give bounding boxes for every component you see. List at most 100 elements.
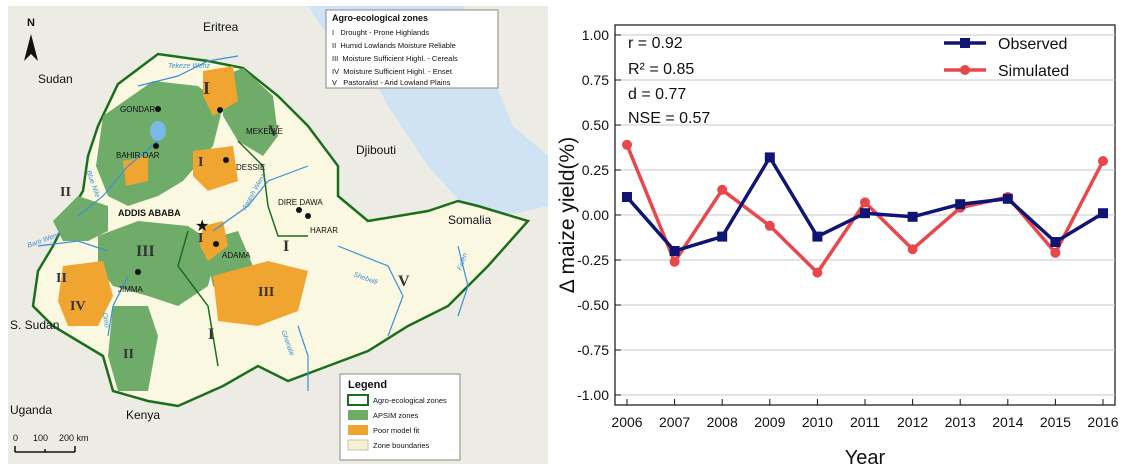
- y-tick-label: -0.50: [577, 297, 609, 313]
- data-point-simulated: [907, 244, 918, 255]
- country-label-djibouti: Djibouti: [356, 143, 396, 157]
- river-shebelli: [337, 245, 404, 337]
- data-point-simulated: [1098, 156, 1108, 166]
- y-tick-label: 0.00: [582, 207, 609, 223]
- zones-box-title: Agro-ecological zones: [332, 13, 428, 23]
- zone-numeral-i-dessie: I: [198, 155, 203, 170]
- zones-box: Agro-ecological zones I Drought - Prone …: [325, 9, 499, 89]
- north-label: N: [27, 17, 35, 29]
- poor-fit-southwest: [58, 261, 113, 326]
- x-tick-label: 2008: [707, 414, 738, 430]
- y-tick-label: -1.00: [577, 387, 609, 403]
- zone-numeral-ii-southwest: II: [56, 271, 67, 286]
- annotation-nse: NSE = 0.57: [628, 110, 710, 127]
- legend-label-poor-fit: Poor model fit: [373, 426, 420, 435]
- city-dot-harar: [305, 213, 311, 219]
- legend-swatch-zones: [347, 394, 369, 406]
- legend-label-boundaries: Zone boundaries: [373, 441, 430, 450]
- zones-box-item: III Moisture Sufficient Highl. - Cereals: [332, 54, 458, 63]
- annotation-r: r = 0.92: [628, 35, 683, 52]
- x-tick-label: 2012: [897, 414, 928, 430]
- apsim-zone-central-southwest: [98, 221, 218, 306]
- x-tick-label: 2016: [1087, 414, 1118, 430]
- x-tick-label: 2007: [659, 414, 690, 430]
- x-axis-ticks: 2006 2007 2008 2009 2010 2011 2012 2013 2014 2015…: [611, 399, 1119, 430]
- data-point-observed: [669, 246, 680, 256]
- data-point-observed: [1002, 193, 1013, 204]
- zone-numeral-i-north: I: [203, 78, 210, 98]
- poor-fit-southeast: [213, 261, 308, 326]
- zone-numeral-ii-west: II: [60, 185, 71, 200]
- series-layer: [622, 139, 1108, 278]
- zone-boundary-1: [237, 140, 308, 237]
- y-tick-label: 0.50: [582, 117, 609, 133]
- map-panel: Eritrea Sudan Djibouti Somalia S. Sudan …: [8, 6, 548, 464]
- data-point-observed: [1098, 208, 1108, 219]
- city-label-dessie: DESSIE: [236, 163, 265, 172]
- country-label-kenya: Kenya: [126, 408, 160, 422]
- chart-panel: 1.00 0.75 0.50 0.25 0.00 -0.25 -0.50 -0.75 -1.00…: [552, 0, 1127, 471]
- legend-label-apsim: APSIM zones: [373, 411, 419, 420]
- capital-star-icon: ★: [195, 218, 209, 235]
- zones-box-item: I Drought - Prone Highlands: [332, 28, 429, 37]
- city-label-mekelle: MEKELLE: [246, 127, 283, 136]
- lake-tana: [150, 121, 166, 141]
- river-omo: [107, 275, 129, 337]
- river-label-omo: Omo: [101, 312, 111, 328]
- river-label-tekeze: Tekeze Wenz: [168, 63, 211, 70]
- country-label-south-sudan: S. Sudan: [10, 318, 59, 332]
- legend-label-zones: Agro-ecological zones: [373, 396, 447, 405]
- x-tick-label: 2010: [802, 414, 833, 430]
- y-tick-label: -0.25: [577, 252, 609, 268]
- city-label-jimma: JIMMA: [118, 285, 144, 294]
- scale-tick-200: 200 km: [59, 433, 89, 443]
- zones-box-item: IV Moisture Sufficient Highl. - Enset: [332, 67, 453, 76]
- legend-marker-observed: [960, 38, 970, 48]
- city-dot-jimma: [135, 269, 141, 275]
- data-point-observed: [812, 231, 823, 242]
- data-point-simulated: [717, 184, 728, 195]
- y-tick-label: 0.25: [582, 162, 609, 178]
- city-dot-dessie: [223, 157, 229, 163]
- ethiopia-agro-ecological-map: Eritrea Sudan Djibouti Somalia S. Sudan …: [8, 6, 548, 464]
- zone-numeral-iii-southeast: III: [258, 285, 274, 300]
- north-arrow-icon: [24, 34, 38, 61]
- annotation-d: d = 0.77: [628, 86, 686, 103]
- zone-boundary-2: [177, 230, 219, 367]
- data-point-observed: [764, 152, 775, 163]
- data-point-observed: [955, 199, 966, 210]
- y-tick-label: -0.75: [577, 342, 609, 358]
- city-dot-bahir-dar: [153, 143, 159, 149]
- y-tick-label: 1.00: [582, 27, 609, 43]
- river-fafen: [457, 245, 469, 317]
- data-point-observed: [717, 231, 728, 242]
- city-label-harar: HARAR: [310, 226, 338, 235]
- country-label-uganda: Uganda: [10, 403, 52, 417]
- y-axis-label: Δ maize yield(%): [556, 137, 579, 293]
- x-tick-label: 2006: [611, 414, 642, 430]
- legend-label-observed: Observed: [998, 36, 1067, 53]
- city-dot-dire-dawa: [296, 207, 302, 213]
- data-point-simulated: [860, 197, 870, 208]
- x-axis-label: Year: [845, 447, 886, 469]
- x-tick-label: 2009: [754, 414, 785, 430]
- x-tick-label: 2011: [850, 414, 880, 430]
- city-label-adama: ADAMA: [222, 251, 251, 260]
- country-label-eritrea: Eritrea: [203, 20, 239, 34]
- poor-fit-bahir-dar: [123, 156, 148, 186]
- scale-tick-100: 100: [33, 433, 48, 443]
- zone-numeral-i-adama: I: [198, 231, 203, 246]
- legend-marker-simulated: [960, 65, 970, 75]
- apsim-zone-south: [108, 306, 158, 391]
- annotation-r-squared: R² = 0.85: [628, 61, 694, 78]
- apsim-zone-west: [53, 196, 108, 241]
- zone-numeral-i-south: I: [208, 326, 214, 343]
- legend-label-simulated: Simulated: [998, 63, 1069, 80]
- river-baro: [37, 240, 109, 252]
- city-dot-adama: [213, 241, 219, 247]
- city-label-gondar: GONDAR: [120, 105, 155, 114]
- data-point-simulated: [812, 267, 823, 278]
- x-tick-label: 2013: [945, 414, 976, 430]
- data-point-simulated: [669, 256, 680, 267]
- city-label-addis-ababa: ADDIS ABABA: [118, 208, 181, 218]
